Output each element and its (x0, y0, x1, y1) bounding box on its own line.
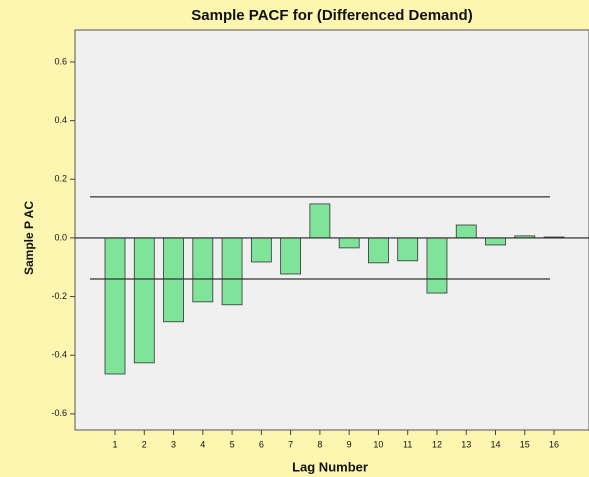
y-axis-label: Sample P AC (22, 201, 36, 275)
bar (426, 237, 448, 294)
bar (309, 203, 331, 239)
bar (368, 237, 389, 264)
x-tick-label: 4 (200, 439, 205, 449)
bar (192, 237, 214, 303)
x-tick-label: 12 (432, 439, 442, 449)
plot-area (74, 29, 589, 431)
y-tick-label: 0.2 (54, 174, 67, 184)
x-tick-label: 2 (142, 439, 147, 449)
x-tick-label: 16 (549, 439, 559, 449)
bar (455, 224, 477, 239)
x-tick-label: 1 (112, 439, 117, 449)
chart-title: Sample PACF for (Differenced Demand) (191, 7, 472, 24)
x-tick-label: 3 (171, 439, 176, 449)
bar (338, 237, 360, 249)
x-tick-label: 13 (461, 439, 471, 449)
bar (163, 237, 184, 323)
x-axis-label: Lag Number (292, 459, 368, 474)
x-tick-label: 10 (373, 439, 383, 449)
y-tick-label: -0.6 (51, 408, 67, 418)
x-tick-label: 5 (230, 439, 235, 449)
bar (221, 237, 243, 306)
bar (280, 237, 302, 275)
x-tick-label: 11 (403, 439, 412, 449)
bar (133, 237, 155, 364)
y-tick-label: 0.6 (54, 56, 67, 66)
bar (397, 237, 419, 262)
x-tick-label: 14 (491, 439, 501, 449)
x-tick-label: 7 (288, 439, 293, 449)
x-tick-label: 15 (520, 439, 530, 449)
bar (104, 237, 126, 375)
x-tick-label: 8 (317, 439, 322, 449)
y-tick-label: -0.4 (51, 350, 67, 360)
x-tick-label: 9 (347, 439, 352, 449)
y-tick-label: -0.2 (51, 291, 67, 301)
y-tick-label: 0.4 (54, 115, 67, 125)
y-tick-label: 0.0 (54, 232, 67, 242)
bar (485, 237, 506, 246)
bar (250, 237, 272, 263)
x-tick-label: 6 (259, 439, 264, 449)
